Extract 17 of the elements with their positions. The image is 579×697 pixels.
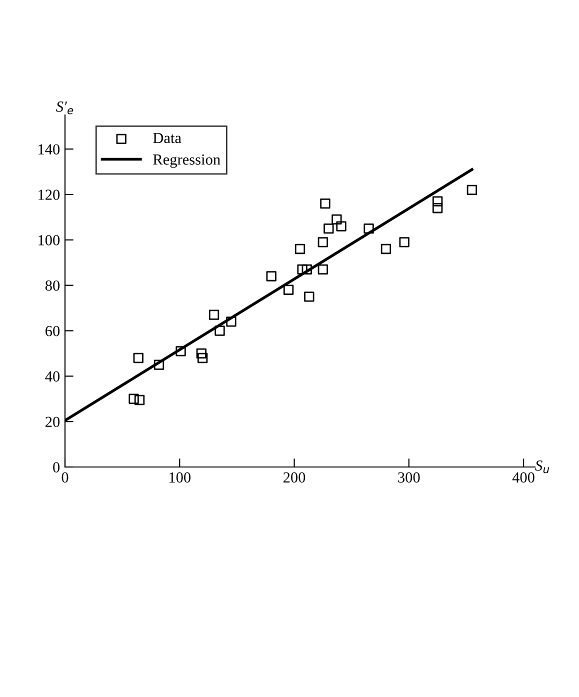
y-tick-label: 0 — [53, 462, 60, 472]
legend-label: Regression — [153, 154, 220, 168]
x-tick-label: 400 — [512, 472, 534, 483]
x-tick-label: 0 — [62, 472, 68, 483]
y-tick-label: 120 — [38, 190, 60, 200]
x-tick-label: 100 — [170, 472, 191, 483]
y-tick-label: 40 — [45, 371, 60, 382]
y-axis-title: S′$_{e}$ — [56, 102, 74, 114]
x-tick-label: 300 — [398, 472, 420, 483]
y-tick-label: 100 — [38, 235, 60, 246]
x-axis-title: S$_{u}$ — [535, 460, 550, 474]
y-tick-label: 60 — [46, 326, 60, 336]
legend-label: Data — [153, 132, 182, 144]
x-tick-label: 200 — [283, 472, 306, 483]
y-tick-label: 80 — [45, 280, 60, 291]
y-tick-label: 20 — [46, 416, 60, 428]
y-tick-label: 140 — [38, 144, 60, 155]
